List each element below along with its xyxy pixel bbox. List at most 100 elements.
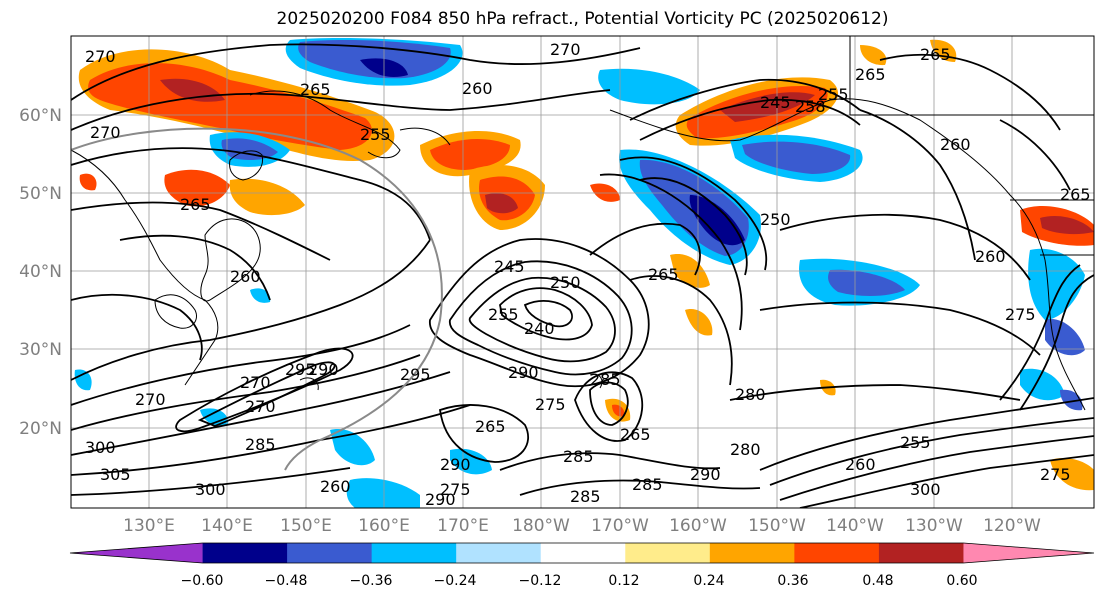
colorbar-segment — [963, 543, 1094, 563]
colorbar-segment — [287, 543, 373, 563]
contour-label: 245 — [494, 257, 525, 276]
colorbar-tick-label: −0.48 — [265, 573, 308, 589]
colorbar-tick-label: 0.36 — [777, 573, 808, 589]
colorbar-segment — [878, 543, 964, 563]
contour-label: 245 — [760, 93, 791, 112]
contour-label: 295 — [400, 365, 431, 384]
lon-label: 140°W — [826, 516, 884, 536]
lat-label: 60°N — [19, 106, 62, 126]
contour-label: 260 — [320, 477, 351, 496]
contour-label: 265 — [300, 80, 331, 99]
colorbar-segment — [456, 543, 542, 563]
contour-label: 280 — [735, 385, 766, 404]
contour-label: 270 — [550, 40, 581, 59]
colorbar-tick-label: 0.24 — [693, 573, 724, 589]
contour-label: 265 — [1060, 185, 1091, 204]
contour-label: 285 — [590, 370, 621, 389]
contour-label: 260 — [940, 135, 971, 154]
contour-label: 255 — [360, 125, 391, 144]
contour-label: 275 — [1005, 305, 1036, 324]
coastlines — [71, 36, 1094, 411]
contour-labels: 270 265 260 270 265 255 258 265 260 265 … — [85, 40, 1091, 509]
contour-label: 265 — [855, 65, 886, 84]
contour-label: 280 — [730, 440, 761, 459]
colorbar-segment — [709, 543, 795, 563]
map-frame — [70, 35, 1095, 509]
contour-label: 290 — [425, 490, 456, 509]
lat-label: 40°N — [19, 262, 62, 282]
colorbar — [69, 542, 1095, 564]
colorbar-segment — [625, 543, 711, 563]
contour-label: 300 — [195, 480, 226, 499]
contour-label: 300 — [85, 438, 116, 457]
lon-label: 150°E — [280, 516, 332, 536]
colorbar-segment — [794, 543, 880, 563]
colorbar-tick-label: −0.12 — [519, 573, 562, 589]
contour-label: 290 — [690, 465, 721, 484]
lon-label: 130°E — [123, 516, 175, 536]
lon-label: 180°W — [512, 516, 570, 536]
contour-label: 305 — [100, 465, 131, 484]
contour-label: 285 — [570, 487, 601, 506]
colorbar-segment — [371, 543, 457, 563]
pv-shading — [74, 37, 1094, 508]
contour-label: 285 — [632, 475, 663, 494]
contour-label: 260 — [845, 455, 876, 474]
lat-label: 50°N — [19, 184, 62, 204]
contour-label: 250 — [760, 210, 791, 229]
contour-label: 270 — [85, 47, 116, 66]
colorbar-tick-label: −0.24 — [434, 573, 477, 589]
colorbar-tick-label: −0.60 — [181, 573, 224, 589]
colorbar-tick-label: 0.48 — [862, 573, 893, 589]
contour-label: 270 — [245, 397, 276, 416]
colorbar-tick-labels: −0.60 −0.48 −0.36 −0.24 −0.12 0.12 0.24 … — [181, 573, 978, 589]
colorbar-segment — [202, 543, 288, 563]
contour-label: 265 — [620, 425, 651, 444]
colorbar-tick-label: −0.36 — [350, 573, 393, 589]
longitude-labels: 130°E 140°E 150°E 160°E 170°E 180°W 170°… — [123, 516, 1041, 536]
contour-label: 285 — [563, 447, 594, 466]
latitude-labels: 60°N 50°N 40°N 30°N 20°N — [19, 106, 62, 439]
contour-label: 275 — [1040, 465, 1071, 484]
contour-label: 255 — [488, 305, 519, 324]
lat-label: 20°N — [19, 419, 62, 439]
contour-label: 275 — [535, 395, 566, 414]
refractivity-contours — [71, 43, 1094, 508]
lon-label: 120°W — [983, 516, 1041, 536]
contour-label: 300 — [910, 480, 941, 499]
lon-label: 130°W — [905, 516, 963, 536]
contour-label: 290 — [508, 363, 539, 382]
contour-label: 240 — [524, 319, 555, 338]
contour-label: 255 — [818, 85, 849, 104]
contour-label: 295 — [285, 360, 316, 379]
map-panel: 270 265 260 270 265 255 258 265 260 265 … — [71, 36, 1094, 509]
contour-label: 285 — [245, 435, 276, 454]
colorbar-outline — [69, 542, 1095, 564]
plot-title: 2025020200 F084 850 hPa refract., Potent… — [276, 9, 889, 29]
contour-label: 260 — [462, 79, 493, 98]
contour-label: 265 — [920, 45, 951, 64]
contour-label: 290 — [440, 455, 471, 474]
contour-label: 290 — [308, 360, 339, 379]
reference-track-line — [71, 127, 443, 471]
lon-label: 150°W — [748, 516, 806, 536]
colorbar-segment — [70, 543, 203, 563]
colorbar-segment — [540, 543, 626, 563]
contour-label: 255 — [900, 433, 931, 452]
contour-label: 250 — [550, 273, 581, 292]
contour-label: 265 — [180, 195, 211, 214]
contour-label: 270 — [90, 123, 121, 142]
contour-label: 260 — [230, 267, 261, 286]
lon-label: 170°E — [437, 516, 489, 536]
lon-label: 160°E — [358, 516, 410, 536]
contour-label: 258 — [795, 97, 826, 116]
contour-label: 265 — [475, 417, 506, 436]
lon-label: 170°W — [591, 516, 649, 536]
contour-label: 270 — [240, 373, 271, 392]
contour-label: 275 — [440, 480, 471, 499]
lat-label: 30°N — [19, 340, 62, 360]
colorbar-tick-label: 0.12 — [608, 573, 639, 589]
contour-label: 265 — [648, 265, 679, 284]
contour-label: 260 — [975, 247, 1006, 266]
